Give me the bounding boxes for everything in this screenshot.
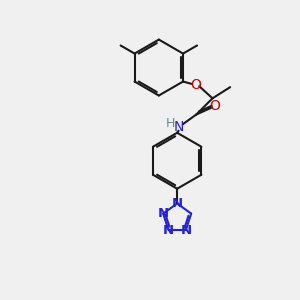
Text: O: O	[209, 99, 220, 113]
Text: H: H	[166, 117, 175, 130]
Text: N: N	[172, 197, 183, 210]
Text: O: O	[190, 78, 201, 92]
Text: N: N	[163, 224, 174, 237]
Text: N: N	[180, 224, 191, 237]
Text: N: N	[173, 120, 184, 134]
Text: N: N	[158, 207, 169, 220]
